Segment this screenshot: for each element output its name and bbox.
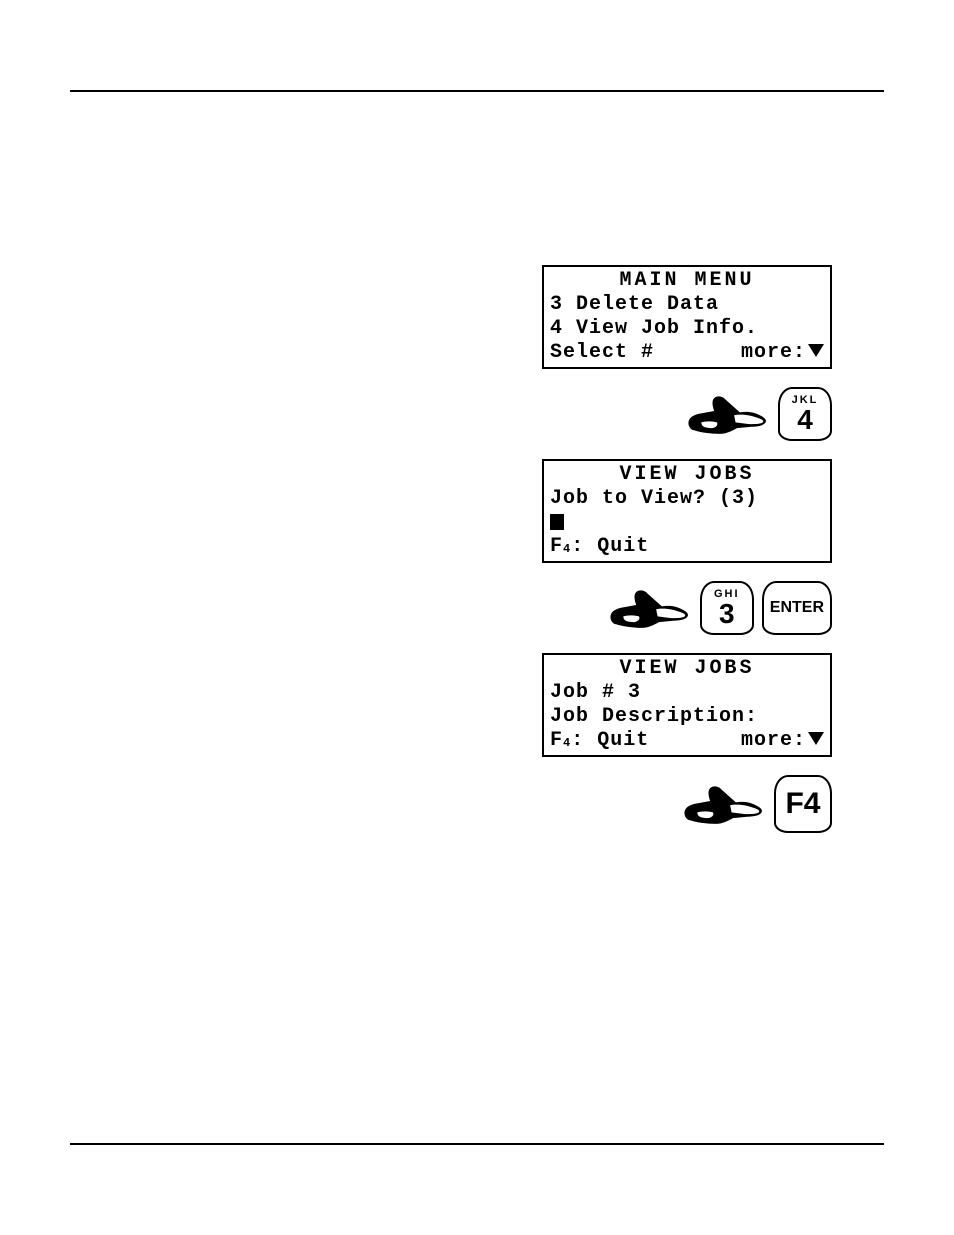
lcd-line: Job to View? (3) [550,487,824,511]
pointing-hand-icon [680,777,766,831]
lcd-line: Job # 3 [550,681,824,705]
bottom-rule [70,1143,884,1145]
down-triangle-icon [808,732,824,745]
lcd-title: MAIN MENU [550,269,824,293]
lcd-view-jobs-prompt: VIEW JOBS Job to View? (3) F4: Quit [542,459,832,563]
key-main: ENTER [770,600,824,616]
lcd-more: more: [741,729,824,753]
key-enter[interactable]: ENTER [762,581,832,635]
instruction-stack: MAIN MENU 3 Delete Data 4 View Job Info.… [542,265,832,851]
lcd-cursor-line [550,511,824,535]
pointing-hand-icon [606,581,692,635]
lcd-quit: F4: Quit [550,535,649,559]
lcd-title: VIEW JOBS [550,657,824,681]
lcd-main-menu: MAIN MENU 3 Delete Data 4 View Job Info.… [542,265,832,369]
block-cursor-icon [550,514,564,530]
key-4[interactable]: JKL 4 [778,387,832,441]
lcd-prompt: Select # [550,341,654,365]
lcd-quit: F4: Quit [550,729,649,753]
key-3[interactable]: GHI 3 [700,581,754,635]
lcd-footer: F4: Quit [550,535,824,559]
key-main: 4 [797,406,813,434]
down-triangle-icon [808,344,824,357]
lcd-view-jobs-detail: VIEW JOBS Job # 3 Job Description: F4: Q… [542,653,832,757]
key-main: 3 [719,600,735,628]
top-rule [70,90,884,92]
press-f4-action: F4 [680,775,832,833]
key-f4[interactable]: F4 [774,775,832,833]
key-main: F4 [785,789,820,819]
press-3-enter-action: GHI 3 ENTER [606,581,832,635]
document-page: MAIN MENU 3 Delete Data 4 View Job Info.… [0,0,954,1235]
lcd-footer: Select # more: [550,341,824,365]
lcd-more: more: [741,341,824,365]
lcd-line: Job Description: [550,705,824,729]
lcd-line: 4 View Job Info. [550,317,824,341]
lcd-footer: F4: Quit more: [550,729,824,753]
pointing-hand-icon [684,387,770,441]
press-4-action: JKL 4 [684,387,832,441]
lcd-title: VIEW JOBS [550,463,824,487]
lcd-line: 3 Delete Data [550,293,824,317]
